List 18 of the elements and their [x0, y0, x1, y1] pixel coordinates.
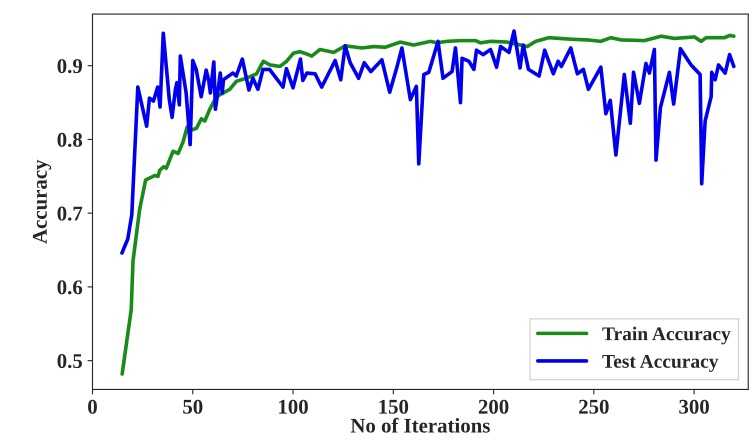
y-tick-label: 0.7	[58, 206, 82, 221]
line-series	[120, 29, 736, 255]
y-tick-label: 0.6	[58, 280, 82, 294]
legend-label: Train Accuracy	[602, 326, 731, 344]
x-axis-title: No of Iterations	[350, 418, 490, 433]
x-tick-label: 200	[478, 400, 508, 414]
x-tick-label: 100	[279, 400, 308, 414]
y-tick-label: 0.5	[58, 354, 82, 368]
y-axis-title: Accuracy	[32, 160, 52, 244]
y-tick-label: 0.9	[58, 59, 82, 74]
x-tick-label: 300	[679, 400, 709, 414]
line-series	[120, 34, 736, 376]
x-tick-label: 150	[379, 400, 408, 414]
x-tick-label: 50	[183, 400, 202, 414]
y-tick-label: 0.8	[58, 132, 82, 147]
x-tick-label: 0	[88, 400, 97, 414]
legend-label: Test Accuracy	[602, 354, 718, 372]
x-tick-label: 250	[579, 400, 609, 414]
